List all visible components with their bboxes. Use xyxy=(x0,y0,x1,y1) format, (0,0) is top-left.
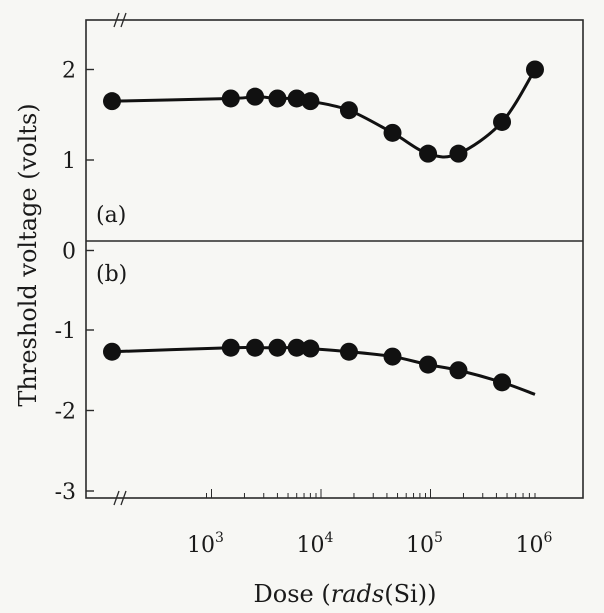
data-point-b xyxy=(493,373,512,392)
y-axis-label: Threshold voltage (volts) xyxy=(14,103,42,406)
y-tick-label: -1 xyxy=(55,319,76,344)
data-point-a xyxy=(449,144,468,163)
series-lines xyxy=(111,68,537,396)
panel-label-a: (a) xyxy=(96,203,126,228)
data-point-a xyxy=(383,123,402,142)
x-tick-label: 105 xyxy=(406,530,443,558)
y-tick-label: 2 xyxy=(62,59,76,84)
axis-ticks xyxy=(86,68,536,498)
data-point-b xyxy=(419,355,438,374)
data-point-a xyxy=(103,92,121,111)
data-point-a xyxy=(246,87,265,106)
series-points xyxy=(103,60,544,392)
y-tick-label: -3 xyxy=(55,480,76,505)
data-point-a xyxy=(339,101,358,120)
y-tick-label: -2 xyxy=(55,400,76,425)
data-point-b xyxy=(383,347,402,366)
data-point-b xyxy=(287,338,306,357)
series-line-b xyxy=(111,345,536,396)
axis-break-mark-top xyxy=(113,12,127,28)
data-point-a xyxy=(221,89,240,108)
x-axis-label: Dose (rads(Si)) xyxy=(254,580,437,608)
data-point-b xyxy=(449,361,468,380)
data-point-b xyxy=(246,338,265,357)
data-point-a xyxy=(493,112,512,131)
y-tick-label: 0 xyxy=(62,240,76,265)
series-line-a xyxy=(111,68,537,159)
data-point-a xyxy=(419,144,438,163)
data-point-b xyxy=(103,342,121,361)
axis-break-mark-bottom xyxy=(113,490,127,506)
data-point-b xyxy=(221,338,240,357)
plot-border xyxy=(85,19,584,499)
chart-labels: 2 1 0 -1 -2 -3 103 104 105 106 Dose (rads(Si)) Thre… xyxy=(14,59,553,609)
data-point-a xyxy=(268,89,287,108)
data-point-b xyxy=(339,342,358,361)
x-tick-label: 104 xyxy=(297,530,334,558)
data-point-b xyxy=(301,339,320,358)
data-point-b xyxy=(268,338,287,357)
x-tick-label: 106 xyxy=(516,530,553,558)
data-point-a xyxy=(287,89,306,108)
data-point-a xyxy=(525,60,544,79)
data-point-a xyxy=(301,92,320,111)
y-tick-label: 1 xyxy=(62,149,76,174)
plot-frame xyxy=(85,12,584,506)
x-tick-label: 103 xyxy=(187,530,224,558)
panel-label-b: (b) xyxy=(96,262,127,287)
